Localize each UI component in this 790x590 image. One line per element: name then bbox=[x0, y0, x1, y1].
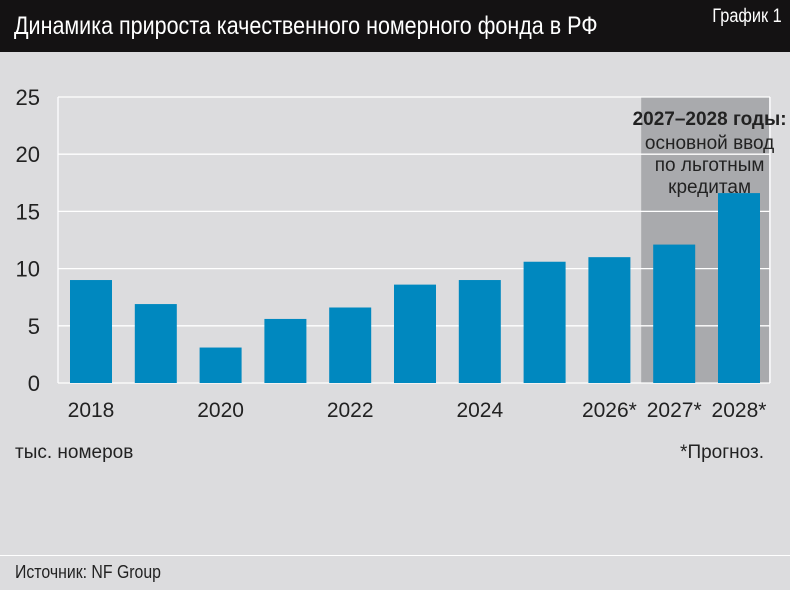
bar-2026 bbox=[588, 257, 631, 383]
bar-2027 bbox=[653, 244, 696, 383]
y-tick-label: 0 bbox=[28, 371, 40, 396]
y-tick-label: 20 bbox=[16, 142, 40, 167]
bar-2022 bbox=[329, 307, 372, 383]
bar-2021 bbox=[264, 318, 307, 383]
x-tick-label: 2028* bbox=[712, 399, 767, 422]
unit-label: тыс. номеров bbox=[15, 442, 133, 463]
x-tick-label: 2022 bbox=[327, 399, 374, 422]
y-tick-label: 15 bbox=[16, 199, 40, 224]
highlight-text: кредитам bbox=[668, 177, 751, 198]
bar-2019 bbox=[134, 304, 177, 383]
x-tick-label: 2020 bbox=[197, 399, 244, 422]
header-bar: Динамика прироста качественного номерног… bbox=[0, 0, 790, 52]
source-text: Источник: NF Group bbox=[15, 562, 161, 582]
forecast-note: *Прогноз. bbox=[680, 442, 764, 463]
x-tick-label: 2024 bbox=[456, 399, 503, 422]
highlight-text: по льготным bbox=[655, 155, 765, 176]
chart-number: График 1 bbox=[712, 6, 782, 27]
bar-2020 bbox=[199, 347, 242, 383]
highlight-title: 2027–2028 годы: bbox=[633, 109, 787, 130]
chart-title: Динамика прироста качественного номерног… bbox=[14, 12, 598, 40]
divider bbox=[0, 555, 790, 556]
bar-2025 bbox=[523, 261, 566, 383]
y-tick-label: 10 bbox=[16, 257, 40, 282]
bar-2024 bbox=[458, 280, 501, 383]
bar-2018 bbox=[70, 280, 112, 383]
x-tick-label: 2018 bbox=[68, 399, 115, 422]
bar-2023 bbox=[394, 284, 436, 383]
y-tick-label: 25 bbox=[16, 85, 40, 110]
x-tick-label: 2026* bbox=[582, 399, 637, 422]
highlight-text: основной ввод bbox=[645, 133, 774, 154]
y-tick-label: 5 bbox=[28, 314, 40, 339]
x-tick-label: 2027* bbox=[647, 399, 702, 422]
bar-2028 bbox=[718, 193, 760, 383]
